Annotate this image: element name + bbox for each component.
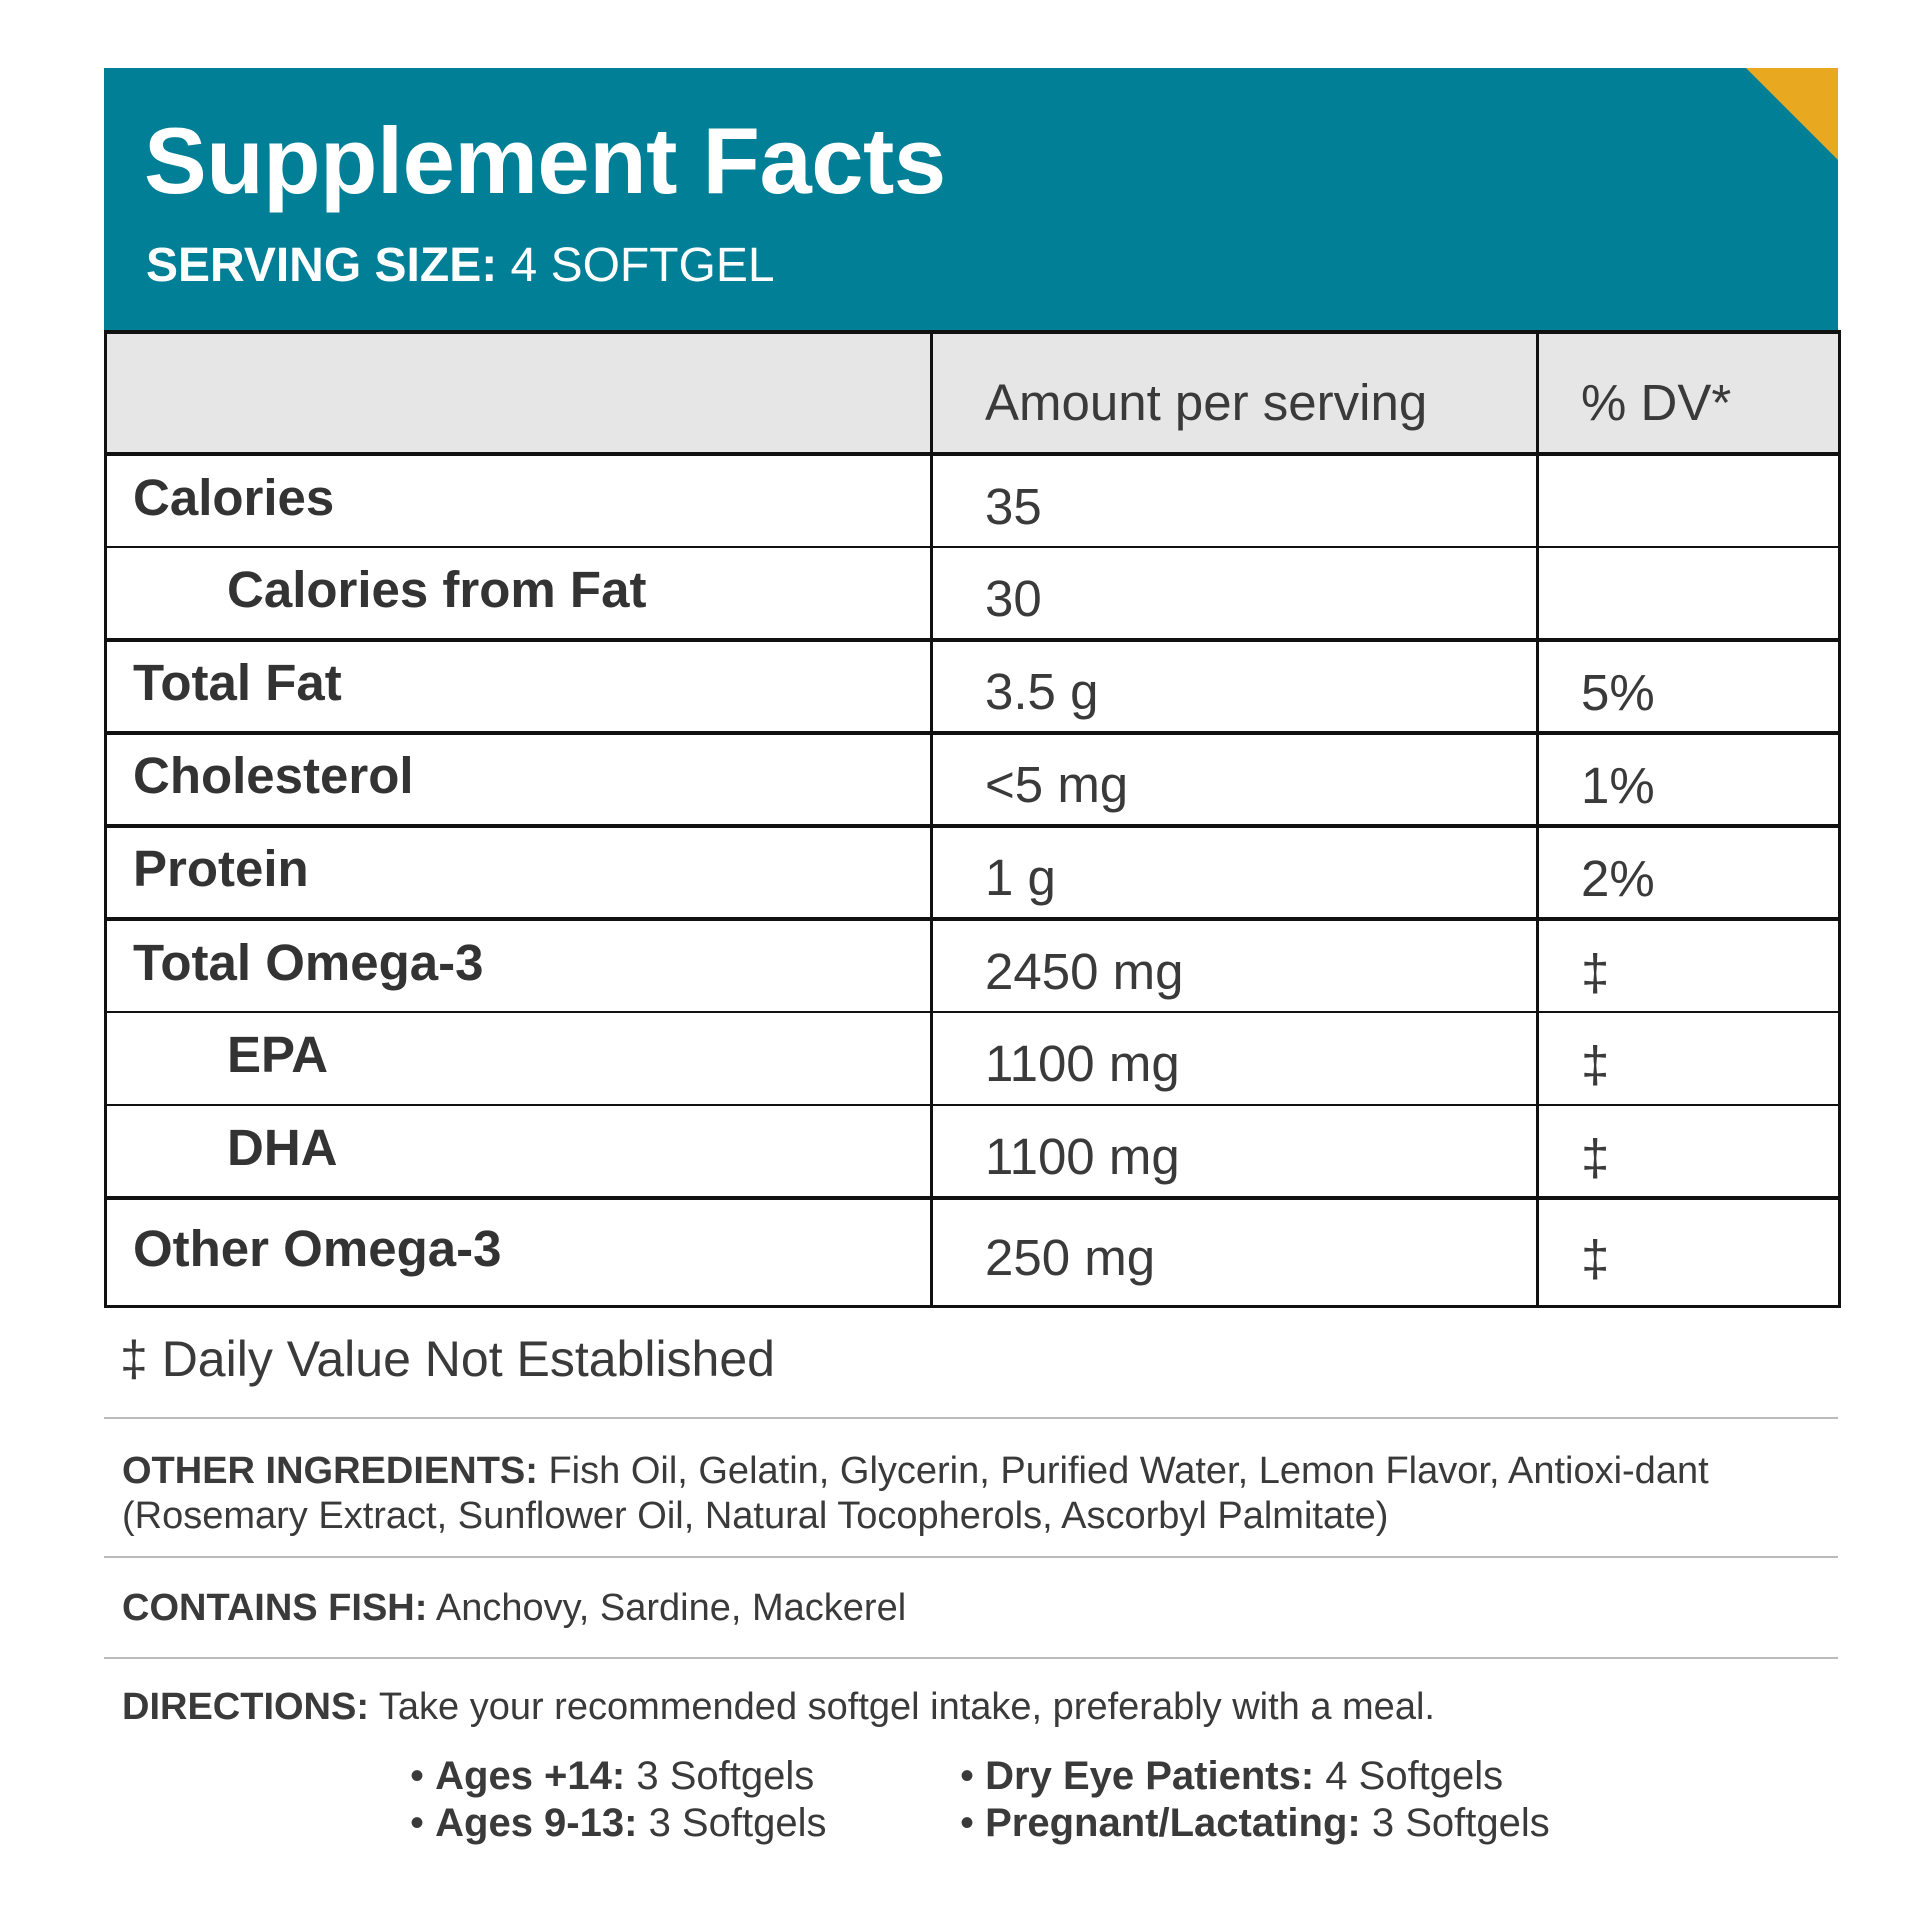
directions-label: DIRECTIONS: (122, 1686, 369, 1729)
nutrient-name: Cholesterol (104, 733, 933, 828)
contains-fish-text: Anchovy, Sardine, Mackerel (435, 1586, 907, 1629)
other-ingredients: OTHER INGREDIENTS: Fish Oil, Gelatin, Gl… (104, 1419, 1838, 1556)
serving-size-value: 4 SOFTGEL (510, 239, 775, 292)
nutrient-amount: 1 g (930, 826, 1539, 921)
table-row: DHA 1100 mg ‡ (104, 1105, 1841, 1200)
nutrient-amount: 250 mg (930, 1198, 1539, 1306)
nutrient-name: Total Fat (104, 640, 933, 735)
nutrient-amount: 30 (930, 547, 1539, 642)
other-ingredients-text: Fish Oil, Gelatin, Glycerin, Purified Wa… (122, 1449, 1709, 1538)
column-header-dv: % DV* (1536, 332, 1841, 456)
dosage-label: Ages +14: (435, 1753, 626, 1798)
table-row: Other Omega-3 250 mg ‡ (104, 1198, 1841, 1306)
dosage-label: Pregnant/Lactating: (985, 1801, 1361, 1846)
nutrient-name: Other Omega-3 (104, 1198, 933, 1306)
nutrient-name: DHA (104, 1105, 933, 1200)
nutrient-dv: 1% (1536, 733, 1841, 828)
dosage-label: Ages 9-13: (435, 1801, 638, 1846)
nutrient-name: Protein (104, 826, 933, 921)
contains-fish-label: CONTAINS FISH: (122, 1586, 428, 1629)
nutrient-dv: ‡ (1536, 1198, 1841, 1306)
nutrient-dv: 2% (1536, 826, 1841, 921)
dosage-value: 4 Softgels (1325, 1753, 1504, 1798)
dosage-column: • Dry Eye Patients: 4 Softgels • Pregnan… (960, 1753, 1660, 1847)
table-row: Protein 1 g 2% (104, 826, 1841, 921)
dosage-label: Dry Eye Patients: (985, 1753, 1315, 1798)
nutrient-dv: ‡ (1536, 1105, 1841, 1200)
column-header-nutrient (104, 332, 933, 456)
corner-accent (1746, 68, 1838, 160)
nutrient-dv: ‡ (1536, 919, 1841, 1013)
nutrient-dv (1536, 454, 1841, 548)
nutrient-amount: 1100 mg (930, 1105, 1539, 1200)
nutrient-name: EPA (104, 1012, 933, 1106)
serving-size-label: SERVING SIZE: (146, 239, 498, 292)
dosage-item: • Ages 9-13: 3 Softgels (410, 1801, 827, 1846)
divider (104, 1657, 1838, 1660)
nutrient-amount: 3.5 g (930, 640, 1539, 735)
other-ingredients-label: OTHER INGREDIENTS: (122, 1449, 538, 1492)
table-row: Total Omega-3 2450 mg ‡ (104, 919, 1841, 1013)
dosage-value: 3 Softgels (636, 1753, 815, 1798)
table-row: Cholesterol <5 mg 1% (104, 733, 1841, 828)
nutrient-amount: 35 (930, 454, 1539, 548)
divider (104, 1416, 1838, 1419)
serving-size: SERVING SIZE: 4 SOFTGEL (146, 242, 775, 290)
label-header: Supplement Facts SERVING SIZE: 4 SOFTGEL (104, 68, 1838, 330)
dosage-value: 3 Softgels (648, 1801, 827, 1846)
directions: DIRECTIONS: Take your recommended softge… (104, 1659, 1838, 1731)
supplement-facts-label: Supplement Facts SERVING SIZE: 4 SOFTGEL… (104, 68, 1841, 1847)
directions-text: Take your recommended softgel intake, pr… (378, 1686, 1435, 1729)
nutrition-table: Amount per serving % DV* Calories 35 Cal… (104, 330, 1841, 1308)
nutrient-name: Total Omega-3 (104, 919, 933, 1013)
dosage-value: 3 Softgels (1371, 1801, 1550, 1846)
nutrient-dv (1536, 547, 1841, 642)
dosage-item: • Pregnant/Lactating: 3 Softgels (960, 1801, 1550, 1846)
table-row: Calories 35 (104, 454, 1841, 548)
divider (104, 1555, 1838, 1558)
table-header-row: Amount per serving % DV* (104, 332, 1841, 456)
contains-fish: CONTAINS FISH: Anchovy, Sardine, Mackere… (104, 1558, 1838, 1658)
table-row: Total Fat 3.5 g 5% (104, 640, 1841, 735)
nutrient-amount: 2450 mg (930, 919, 1539, 1013)
daily-value-footnote: ‡ Daily Value Not Established (120, 1330, 775, 1387)
nutrient-name: Calories from Fat (104, 547, 933, 642)
table-row: EPA 1100 mg ‡ (104, 1012, 1841, 1106)
label-title: Supplement Facts (144, 108, 946, 213)
table-row: Calories from Fat 30 (104, 547, 1841, 642)
nutrient-dv: 5% (1536, 640, 1841, 735)
dosage-column: • Ages +14: 3 Softgels • Ages 9-13: 3 So… (410, 1753, 960, 1847)
dosage-list: • Ages +14: 3 Softgels • Ages 9-13: 3 So… (410, 1753, 1838, 1847)
dosage-item: • Ages +14: 3 Softgels (410, 1753, 815, 1798)
nutrient-dv: ‡ (1536, 1012, 1841, 1106)
nutrient-amount: 1100 mg (930, 1012, 1539, 1106)
nutrient-name: Calories (104, 454, 933, 548)
column-header-amount: Amount per serving (930, 332, 1539, 456)
nutrient-amount: <5 mg (930, 733, 1539, 828)
dosage-item: • Dry Eye Patients: 4 Softgels (960, 1753, 1504, 1798)
